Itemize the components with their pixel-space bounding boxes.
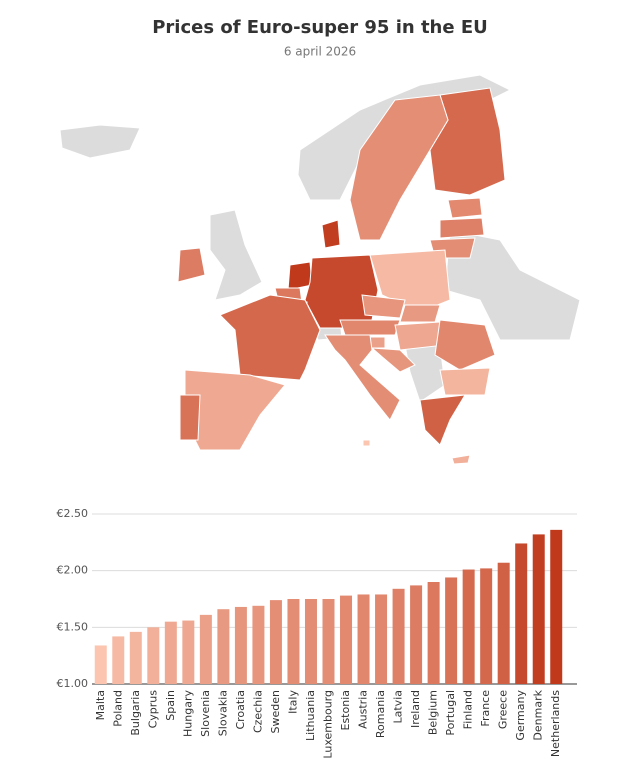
bar	[340, 595, 353, 684]
map-country	[451, 454, 471, 465]
bar	[515, 543, 528, 684]
bar	[497, 562, 510, 684]
bar	[182, 620, 195, 684]
map-country	[177, 247, 206, 283]
bar	[480, 568, 493, 684]
bar	[392, 588, 405, 684]
bar	[427, 582, 440, 684]
y-tick-label: €2.00	[57, 564, 89, 577]
x-tick-label: Spain	[164, 690, 177, 721]
x-tick-label: Finland	[462, 690, 475, 729]
bar	[164, 621, 177, 684]
bar	[304, 599, 317, 684]
map-country	[179, 394, 201, 441]
bar	[234, 606, 247, 684]
x-tick-label: Lithuania	[304, 690, 317, 741]
map-country	[349, 94, 449, 241]
x-tick-label: Malta	[94, 690, 107, 720]
chart-title: Prices of Euro-super 95 in the EU	[152, 17, 488, 38]
bar	[375, 594, 388, 684]
map-land	[444, 229, 581, 341]
x-tick-label: Bulgaria	[129, 690, 142, 736]
bar	[94, 645, 107, 684]
bar	[269, 600, 282, 684]
map-country	[439, 367, 491, 396]
map-country	[339, 319, 401, 336]
x-tick-label: Hungary	[181, 690, 194, 737]
bar	[217, 609, 230, 684]
map-country	[287, 261, 313, 291]
bar	[252, 605, 265, 684]
bar	[357, 594, 370, 684]
bar	[112, 636, 125, 684]
map-country	[321, 219, 341, 249]
chart-subtitle: 6 april 2026	[284, 45, 356, 59]
map	[59, 74, 581, 465]
map-country	[219, 294, 321, 381]
x-tick-label: Latvia	[392, 690, 405, 724]
bar	[532, 534, 545, 684]
x-tick-label: Portugal	[444, 690, 457, 736]
y-tick-label: €1.50	[57, 620, 89, 633]
x-tick-label: Ireland	[409, 690, 422, 728]
x-tick-label: Slovenia	[199, 690, 212, 737]
y-tick-label: €2.50	[57, 507, 89, 520]
bar	[445, 577, 458, 684]
bar	[322, 599, 335, 684]
bar	[462, 569, 475, 684]
map-country	[434, 319, 496, 371]
map-country	[361, 294, 406, 319]
x-tick-label: Italy	[286, 690, 299, 714]
x-tick-label: Romania	[374, 690, 387, 738]
x-tick-label: Cyprus	[146, 690, 159, 729]
map-land	[209, 209, 263, 301]
x-tick-label: Sweden	[269, 690, 282, 733]
map-country	[324, 334, 401, 421]
bar	[129, 631, 142, 684]
x-tick-label: Germany	[514, 690, 527, 741]
map-country	[362, 439, 371, 447]
map-country	[184, 369, 286, 451]
map-country	[304, 254, 379, 329]
map-country	[370, 347, 416, 373]
bar	[410, 585, 423, 684]
x-tick-label: Austria	[357, 690, 370, 729]
bar	[287, 599, 300, 684]
x-tick-label: Estonia	[339, 690, 352, 731]
x-tick-label: Croatia	[234, 690, 247, 730]
bar	[550, 529, 563, 684]
map-country	[419, 394, 466, 446]
x-tick-label: Denmark	[532, 689, 545, 740]
x-tick-label: Czechia	[251, 690, 264, 733]
x-tick-label: Luxembourg	[322, 690, 335, 759]
x-tick-label: Netherlands	[549, 690, 562, 757]
bar	[147, 627, 160, 684]
map-land	[59, 124, 141, 159]
x-tick-label: Greece	[497, 690, 510, 729]
x-tick-label: Belgium	[427, 690, 440, 735]
map-country	[399, 304, 441, 323]
map-country	[439, 217, 485, 239]
map-country	[447, 197, 483, 219]
x-tick-label: Poland	[111, 690, 124, 727]
x-tick-label: France	[479, 690, 492, 727]
bar	[199, 614, 212, 684]
x-tick-label: Slovakia	[216, 690, 229, 736]
y-tick-label: €1.00	[57, 677, 89, 690]
